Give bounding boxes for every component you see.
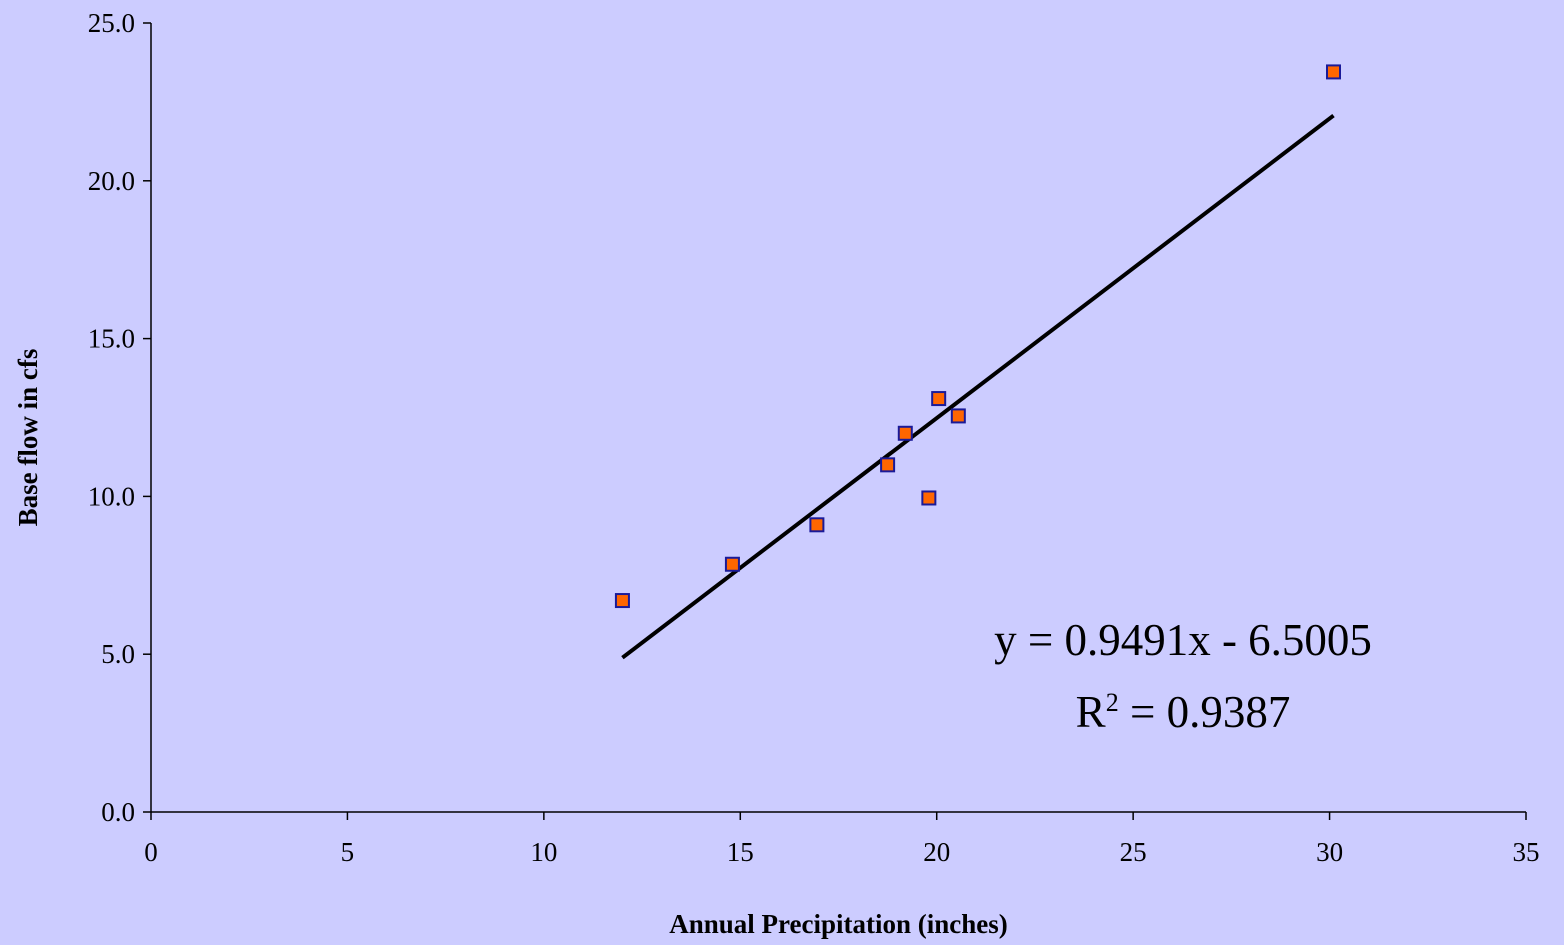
axes: 0 5 10 15 20 25 30 35 0.0 5.0 10.0 15.0 20.0 25.0 <box>88 8 1540 867</box>
data-point <box>724 556 740 572</box>
trendline-group <box>621 113 1335 660</box>
y-tick-label: 10.0 <box>88 481 135 511</box>
data-point <box>931 391 947 407</box>
data-point <box>921 490 937 506</box>
y-tick-label: 25.0 <box>88 8 135 38</box>
r-squared-superscript: 2 <box>1106 688 1119 717</box>
data-point <box>950 408 966 424</box>
data-point <box>880 457 896 473</box>
x-tick-label: 30 <box>1316 837 1343 867</box>
data-point <box>897 425 913 441</box>
y-tick-label: 15.0 <box>88 324 135 354</box>
r-squared-value: = 0.9387 <box>1119 687 1291 737</box>
trendline <box>621 113 1335 660</box>
y-tick-label: 20.0 <box>88 166 135 196</box>
data-point <box>809 517 825 533</box>
data-point <box>614 593 630 609</box>
x-tick-label: 0 <box>144 837 158 867</box>
x-tick-label: 15 <box>727 837 754 867</box>
x-axis-title: Annual Precipitation (inches) <box>669 909 1008 939</box>
x-ticks: 0 5 10 15 20 25 30 35 <box>144 812 1540 867</box>
r-squared-label: R2 = 0.9387 <box>1076 687 1291 737</box>
y-tick-label: 0.0 <box>101 797 135 827</box>
y-tick-label: 5.0 <box>101 639 135 669</box>
x-tick-label: 35 <box>1513 837 1540 867</box>
data-point <box>1326 64 1341 80</box>
y-ticks: 0.0 5.0 10.0 15.0 20.0 25.0 <box>88 8 151 827</box>
y-axis-title: Base flow in cfs <box>13 349 43 527</box>
r-squared-prefix: R <box>1076 687 1106 737</box>
x-tick-label: 5 <box>341 837 355 867</box>
x-tick-label: 10 <box>530 837 557 867</box>
x-tick-label: 25 <box>1120 837 1147 867</box>
regression-equation: y = 0.9491x - 6.5005 <box>994 615 1372 665</box>
data-points <box>614 64 1341 609</box>
x-tick-label: 20 <box>923 837 950 867</box>
